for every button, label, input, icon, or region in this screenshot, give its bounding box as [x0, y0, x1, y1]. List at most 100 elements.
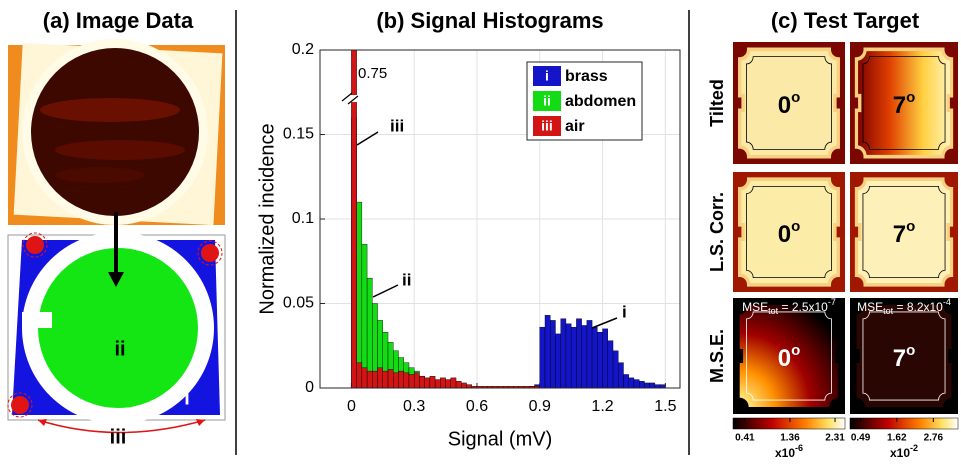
colorbar-scale: x10-2	[890, 443, 918, 460]
y-tick-label: 0.05	[283, 295, 314, 312]
bar	[581, 325, 588, 388]
bar	[455, 381, 462, 388]
legend-swatch	[533, 91, 561, 111]
bar	[576, 318, 582, 388]
bar	[372, 370, 378, 388]
bar	[649, 382, 656, 388]
panel-title: (a) Image Data	[43, 8, 194, 33]
target-image	[733, 298, 845, 414]
colorbar-tick-label: 1.62	[887, 433, 907, 444]
mse-sup: -7	[828, 297, 836, 307]
x-tick-label: 0	[347, 398, 356, 415]
bar	[356, 201, 363, 388]
region-label: iii	[110, 426, 127, 448]
bar	[539, 326, 546, 388]
bar	[413, 372, 420, 388]
y-tick-label: 0.15	[283, 126, 314, 143]
panel-title: (c) Test Target	[771, 8, 920, 33]
target-image	[850, 42, 958, 164]
bar	[466, 384, 472, 388]
region-label: ii	[114, 338, 125, 360]
x-tick-label: 0.3	[403, 398, 425, 415]
bar	[440, 377, 446, 388]
mse-label: MSEtot = 8.2x10-4	[857, 297, 951, 316]
angle-label: 7o	[893, 89, 916, 119]
legend-swatch	[533, 116, 561, 136]
bar	[560, 318, 567, 388]
annotation: ii	[402, 270, 411, 289]
scale-base: x10	[775, 446, 795, 460]
target-image	[733, 172, 845, 292]
colorbar-scale: x10-6	[775, 443, 803, 460]
bar	[612, 350, 619, 388]
angle-sup: o	[791, 342, 800, 359]
bar	[623, 374, 629, 388]
bar	[434, 379, 441, 388]
mse-label: MSEtot = 2.5x10-7	[742, 297, 836, 316]
angle-value: 7	[893, 345, 906, 372]
bar	[586, 320, 593, 388]
bar	[591, 326, 598, 388]
angle-value: 0	[778, 345, 791, 372]
mse-sub: tot	[768, 306, 779, 316]
angle-label: 0o	[778, 218, 801, 248]
bar	[544, 315, 551, 388]
angle-value: 0	[778, 221, 791, 248]
bar	[351, 50, 357, 388]
bar	[461, 382, 467, 388]
angle-value: 7	[893, 92, 906, 119]
bar	[356, 362, 363, 388]
legend-marker: ii	[543, 93, 551, 109]
bar	[429, 375, 436, 388]
angle-sup: o	[906, 218, 915, 235]
x-tick-label: 1.5	[654, 398, 676, 415]
bar	[628, 377, 635, 388]
scale-exp: -6	[795, 443, 803, 453]
target-image	[850, 298, 958, 414]
bar	[382, 370, 389, 388]
angle-value: 0	[778, 92, 791, 119]
chart-title: (b) Signal Histograms	[376, 8, 603, 33]
angle-label: 7o	[893, 218, 916, 248]
bar	[450, 377, 457, 388]
angle-label: 0o	[778, 89, 801, 119]
legend-label: abdomen	[565, 93, 636, 110]
bar	[607, 340, 614, 388]
annotation: iii	[390, 116, 404, 135]
mse-text: = 2.5x10	[778, 300, 828, 314]
scale-exp: -2	[910, 443, 918, 453]
bar	[644, 382, 650, 388]
colorbar	[849, 417, 959, 430]
bar	[550, 320, 556, 388]
bar	[445, 379, 452, 388]
annotation: i	[622, 302, 627, 321]
mse-prefix: MSE	[742, 300, 768, 314]
axis-break	[341, 92, 361, 105]
bar	[565, 323, 572, 388]
angle-sup: o	[791, 218, 800, 235]
bar	[654, 384, 661, 388]
bar	[366, 370, 373, 388]
legend-marker: iii	[541, 118, 553, 134]
bar	[377, 367, 383, 388]
plot-frame	[319, 49, 681, 389]
bar	[633, 379, 640, 388]
bar	[361, 367, 368, 388]
bar	[659, 384, 666, 388]
bar	[361, 244, 368, 388]
colorbar	[732, 417, 846, 430]
bar	[403, 372, 410, 388]
angle-sup: o	[791, 89, 800, 106]
mse-text: = 8.2x10	[893, 300, 943, 314]
x-tick-label: 0.9	[529, 398, 551, 415]
y-tick-label: 0.1	[292, 210, 314, 227]
y-tick-label: 0	[305, 379, 314, 396]
colorbar-tick-label: 1.36	[780, 433, 800, 444]
x-axis-label: Signal (mV)	[448, 428, 552, 450]
row-label: L.S. Corr.	[707, 192, 727, 272]
bar	[393, 372, 399, 388]
bar	[398, 370, 404, 388]
row-label: Tilted	[707, 79, 727, 127]
y-tick-label: 0.2	[292, 41, 314, 58]
annotation-arrow	[356, 131, 618, 329]
